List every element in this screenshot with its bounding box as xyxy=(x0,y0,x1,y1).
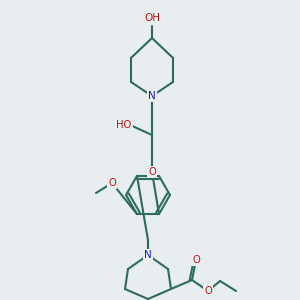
Text: HO: HO xyxy=(116,120,132,130)
Text: O: O xyxy=(148,167,156,177)
Text: O: O xyxy=(204,286,212,296)
Text: N: N xyxy=(148,91,156,101)
Text: O: O xyxy=(192,255,200,265)
Text: O: O xyxy=(108,178,116,188)
Text: OH: OH xyxy=(144,13,160,23)
Text: N: N xyxy=(144,250,152,260)
